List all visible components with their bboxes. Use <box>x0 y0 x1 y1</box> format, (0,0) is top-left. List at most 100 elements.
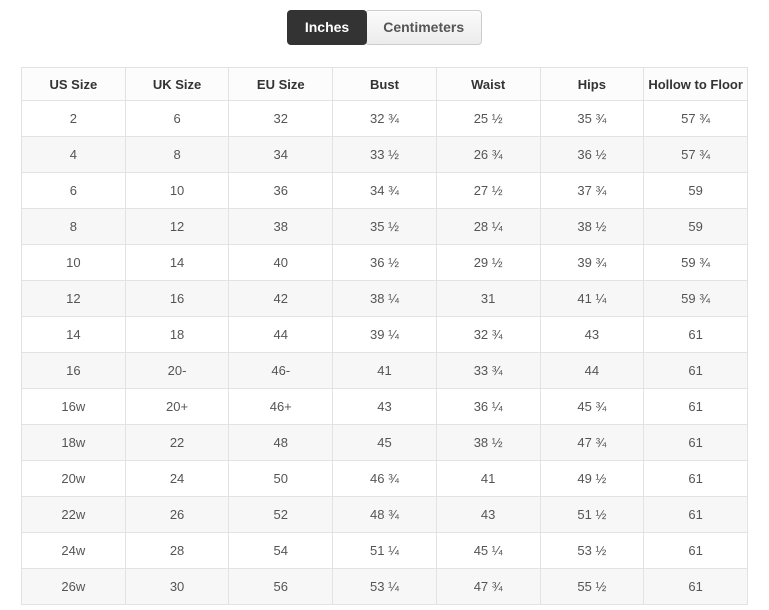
tab-inches[interactable]: Inches <box>286 10 368 45</box>
table-cell: 14 <box>21 316 126 353</box>
table-cell: 42 <box>228 280 334 317</box>
table-cell: 30 <box>124 568 230 605</box>
table-cell: 57 ¾ <box>643 100 748 137</box>
column-header: UK Size <box>124 67 230 101</box>
table-body: 2 6 32 32 ¾ 25 ½ 35 ¾ 57 ¾ 4 8 34 33 ½ 26 ¾ 36 ½ 57 ¾… <box>21 100 748 605</box>
table-cell: 33 ½ <box>332 136 437 173</box>
table-cell: 41 ¼ <box>539 280 645 317</box>
table-row: 2 6 32 32 ¾ 25 ½ 35 ¾ 57 ¾ <box>21 100 748 137</box>
table-cell: 52 <box>228 496 334 533</box>
table-cell: 46- <box>228 352 334 389</box>
table-row: 6 10 36 34 ¾ 27 ½ 37 ¾ 59 <box>21 172 748 209</box>
table-cell: 41 <box>435 460 541 497</box>
table-cell: 33 ¾ <box>435 352 541 389</box>
table-cell: 39 ¼ <box>332 316 437 353</box>
column-header: Hips <box>539 67 645 101</box>
column-header: Hollow to Floor <box>643 67 748 101</box>
table-cell: 47 ¾ <box>435 568 541 605</box>
table-cell: 16 <box>124 280 230 317</box>
table-cell: 38 ½ <box>539 208 645 245</box>
table-row: 16 20- 46- 41 33 ¾ 44 61 <box>21 352 748 389</box>
table-cell: 59 <box>643 208 748 245</box>
table-cell: 32 ¾ <box>435 316 541 353</box>
table-cell: 12 <box>21 280 126 317</box>
table-cell: 56 <box>228 568 334 605</box>
table-row: 10 14 40 36 ½ 29 ½ 39 ¾ 59 ¾ <box>21 244 748 281</box>
table-row: 8 12 38 35 ½ 28 ¼ 38 ½ 59 <box>21 208 748 245</box>
table-cell: 25 ½ <box>435 100 541 137</box>
table-cell: 61 <box>643 496 748 533</box>
table-cell: 46 ¾ <box>332 460 437 497</box>
table-cell: 59 ¾ <box>643 244 748 281</box>
table-cell: 46+ <box>228 388 334 425</box>
table-cell: 57 ¾ <box>643 136 748 173</box>
tab-centimeters[interactable]: Centimeters <box>365 10 483 45</box>
table-cell: 29 ½ <box>435 244 541 281</box>
table-cell: 36 ½ <box>539 136 645 173</box>
table-cell: 37 ¾ <box>539 172 645 209</box>
table-row: 26w 30 56 53 ¼ 47 ¾ 55 ½ 61 <box>21 568 748 605</box>
table-cell: 61 <box>643 460 748 497</box>
table-cell: 40 <box>228 244 334 281</box>
table-cell: 43 <box>435 496 541 533</box>
table-cell: 16 <box>21 352 126 389</box>
table-cell: 47 ¾ <box>539 424 645 461</box>
table-cell: 22w <box>21 496 126 533</box>
table-cell: 6 <box>124 100 230 137</box>
table-cell: 61 <box>643 352 748 389</box>
table-row: 14 18 44 39 ¼ 32 ¾ 43 61 <box>21 316 748 353</box>
table-cell: 18 <box>124 316 230 353</box>
table-row: 12 16 42 38 ¼ 31 41 ¼ 59 ¾ <box>21 280 748 317</box>
column-header: Bust <box>332 67 437 101</box>
table-cell: 20- <box>124 352 230 389</box>
table-cell: 34 ¾ <box>332 172 437 209</box>
table-cell: 55 ½ <box>539 568 645 605</box>
size-chart-container: US Size UK Size EU Size Bust Waist Hips Hollow… <box>21 67 748 605</box>
table-cell: 24 <box>124 460 230 497</box>
table-cell: 32 <box>228 100 334 137</box>
table-cell: 18w <box>21 424 126 461</box>
table-cell: 38 <box>228 208 334 245</box>
table-cell: 54 <box>228 532 334 569</box>
column-header: EU Size <box>228 67 334 101</box>
column-header: Waist <box>435 67 541 101</box>
table-cell: 45 <box>332 424 437 461</box>
table-cell: 36 ¼ <box>435 388 541 425</box>
table-row: 4 8 34 33 ½ 26 ¾ 36 ½ 57 ¾ <box>21 136 748 173</box>
table-cell: 20+ <box>124 388 230 425</box>
table-cell: 50 <box>228 460 334 497</box>
table-cell: 61 <box>643 568 748 605</box>
table-cell: 45 ¾ <box>539 388 645 425</box>
table-cell: 8 <box>124 136 230 173</box>
table-cell: 44 <box>228 316 334 353</box>
unit-tab-group: Inches Centimeters <box>0 0 769 46</box>
table-cell: 32 ¾ <box>332 100 437 137</box>
table-cell: 4 <box>21 136 126 173</box>
table-cell: 43 <box>332 388 437 425</box>
table-row: 18w 22 48 45 38 ½ 47 ¾ 61 <box>21 424 748 461</box>
table-cell: 59 ¾ <box>643 280 748 317</box>
table-cell: 28 <box>124 532 230 569</box>
table-row: 16w 20+ 46+ 43 36 ¼ 45 ¾ 61 <box>21 388 748 425</box>
table-cell: 38 ½ <box>435 424 541 461</box>
table-cell: 35 ½ <box>332 208 437 245</box>
table-cell: 34 <box>228 136 334 173</box>
table-cell: 10 <box>21 244 126 281</box>
table-cell: 53 ½ <box>539 532 645 569</box>
table-row: 20w 24 50 46 ¾ 41 49 ½ 61 <box>21 460 748 497</box>
table-cell: 59 <box>643 172 748 209</box>
table-cell: 51 ½ <box>539 496 645 533</box>
table-cell: 26 <box>124 496 230 533</box>
table-cell: 53 ¼ <box>332 568 437 605</box>
table-header-row: US Size UK Size EU Size Bust Waist Hips Hollow… <box>21 67 748 101</box>
table-cell: 61 <box>643 532 748 569</box>
table-cell: 2 <box>21 100 126 137</box>
table-cell: 35 ¾ <box>539 100 645 137</box>
table-cell: 12 <box>124 208 230 245</box>
size-chart-table: US Size UK Size EU Size Bust Waist Hips Hollow… <box>21 67 748 605</box>
table-cell: 6 <box>21 172 126 209</box>
table-cell: 61 <box>643 424 748 461</box>
table-cell: 38 ¼ <box>332 280 437 317</box>
table-cell: 16w <box>21 388 126 425</box>
table-cell: 10 <box>124 172 230 209</box>
